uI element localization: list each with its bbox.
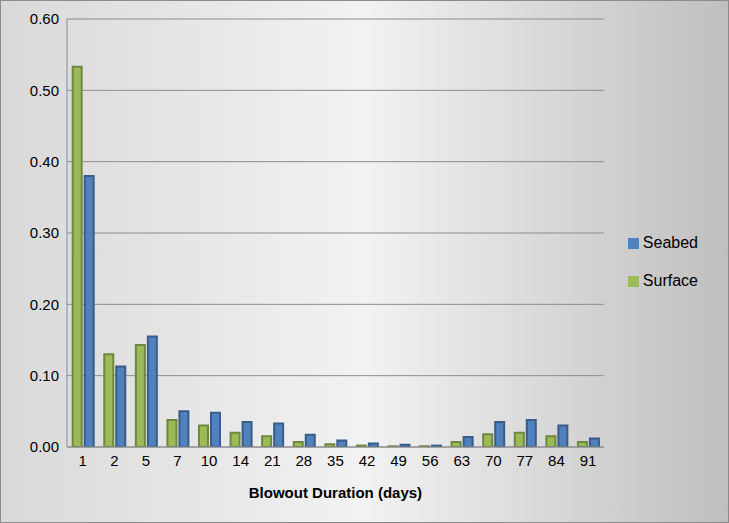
svg-text:84: 84: [548, 452, 565, 469]
svg-text:49: 49: [390, 452, 407, 469]
svg-text:2: 2: [110, 452, 118, 469]
svg-text:0.30: 0.30: [30, 224, 59, 241]
svg-text:42: 42: [359, 452, 376, 469]
svg-text:0.60: 0.60: [30, 10, 59, 27]
svg-text:1: 1: [79, 452, 87, 469]
svg-text:0.40: 0.40: [30, 153, 59, 170]
svg-text:10: 10: [201, 452, 218, 469]
svg-text:28: 28: [295, 452, 312, 469]
svg-text:14: 14: [232, 452, 249, 469]
svg-text:35: 35: [327, 452, 344, 469]
svg-text:0.00: 0.00: [30, 438, 59, 455]
html-text:Seabed: Seabed: [642, 233, 698, 251]
html-text:Surface: Surface: [642, 271, 698, 289]
svg-text:5: 5: [142, 452, 150, 469]
svg-text:0.50: 0.50: [30, 82, 59, 99]
svg-text:0.10: 0.10: [30, 367, 59, 384]
svg-text:91: 91: [580, 452, 597, 469]
svg-text:56: 56: [422, 452, 439, 469]
svg-text:63: 63: [453, 452, 470, 469]
svg-text:Blowout Duration (days): Blowout Duration (days): [249, 484, 422, 501]
svg-text:0.20: 0.20: [30, 296, 59, 313]
svg-text:7: 7: [173, 452, 181, 469]
svg-text:21: 21: [264, 452, 281, 469]
svg-text:77: 77: [517, 452, 534, 469]
svg-text:70: 70: [485, 452, 502, 469]
